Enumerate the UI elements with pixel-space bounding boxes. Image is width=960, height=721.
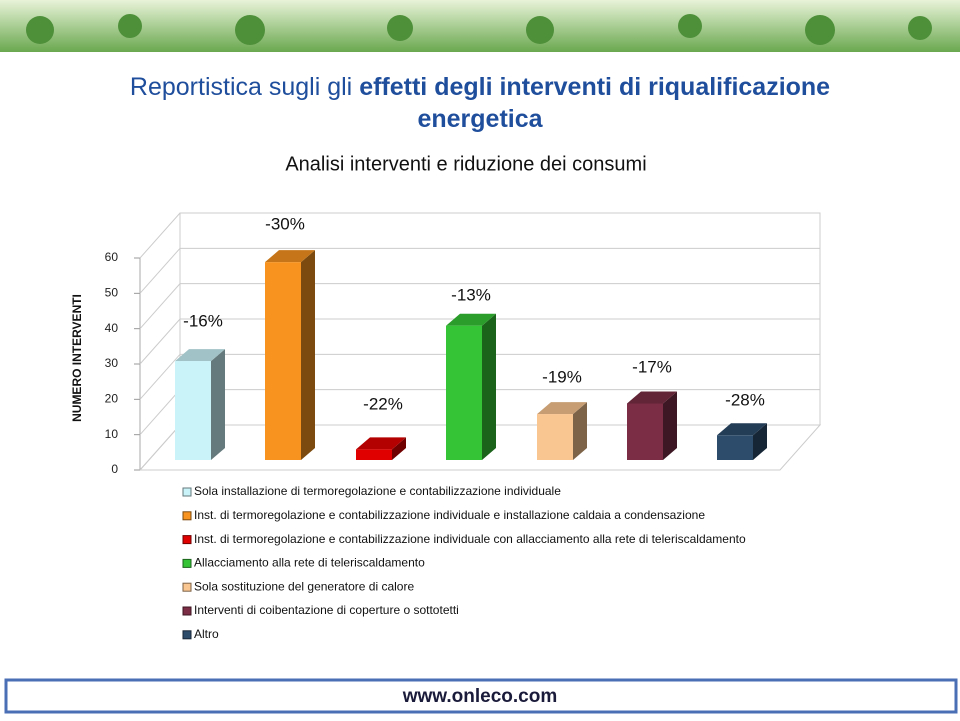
bar-top [356, 437, 406, 450]
slide-title: Reportistica sugli gli effetti degli int… [130, 73, 830, 133]
y-tick-label: 0 [111, 462, 118, 476]
grid-line [139, 247, 820, 294]
footer-bar [4, 678, 958, 714]
y-tick-label: 60 [105, 250, 119, 264]
reduction-label: -30% [265, 214, 305, 233]
legend-swatch [182, 535, 192, 545]
bar [717, 435, 753, 460]
legend-label: Inst. di termoregolazione e contabilizza… [194, 508, 705, 522]
bar [265, 262, 301, 460]
bar-side [663, 391, 677, 460]
reduction-label: -16% [183, 311, 223, 330]
title-bold: effetti degli interventi di riqualificaz… [359, 73, 830, 101]
reduction-label: -28% [725, 390, 765, 409]
legend-swatch [182, 582, 192, 592]
bar-side [301, 250, 315, 460]
legend-label: Inst. di termoregolazione e contabilizza… [194, 532, 746, 546]
y-tick-label: 10 [105, 427, 119, 441]
bar [537, 414, 573, 460]
bar-top [175, 349, 225, 362]
grid-line [139, 318, 820, 365]
legend-label: Altro [194, 627, 219, 641]
bar [356, 449, 392, 460]
y-tick-label: 30 [105, 356, 119, 370]
banner-trees [26, 14, 932, 45]
bar-top [717, 423, 767, 436]
footer-url: www.onleco.com [402, 686, 558, 707]
bar-side [753, 423, 767, 460]
y-tick-label: 20 [105, 392, 119, 406]
grid-line [139, 353, 820, 400]
grid-line [139, 212, 820, 259]
y-axis-label: NUMERO INTERVENTI [70, 294, 84, 422]
y-tick-label: 50 [105, 286, 119, 300]
bar [175, 361, 211, 460]
grid-line [139, 283, 820, 329]
bar [627, 403, 663, 460]
legend-swatch [182, 487, 192, 497]
legend-label: Allacciamento alla rete di teleriscaldam… [194, 556, 425, 570]
bar-top [627, 391, 677, 404]
banner [0, 0, 960, 52]
legend-swatch [182, 558, 192, 568]
y-tick-label: 40 [105, 321, 119, 335]
bar [446, 325, 482, 460]
reduction-label: -17% [632, 357, 672, 376]
title-normal: Reportistica sugli gli [130, 73, 352, 101]
legend-label: Sola sostituzione del generatore di calo… [194, 579, 414, 593]
bar-side [211, 349, 225, 460]
bar-top [265, 250, 315, 263]
legend-swatch [182, 511, 192, 521]
bar-side [573, 402, 587, 460]
bar-side [392, 437, 406, 460]
reduction-label: -19% [542, 367, 582, 386]
reduction-label: -13% [451, 285, 491, 304]
legend-swatch [182, 606, 192, 616]
legend-swatch [182, 630, 192, 640]
title-bold-line2: energetica [417, 105, 543, 133]
legend-label: Interventi di coibentazione di coperture… [194, 603, 459, 617]
bar-top [537, 402, 587, 415]
reduction-label: -22% [363, 394, 403, 413]
bar-side [482, 313, 496, 460]
legend-label: Sola installazione di termoregolazione e… [194, 484, 561, 498]
bar-top [446, 313, 496, 326]
chart-title: Analisi interventi e riduzione dei consu… [285, 153, 646, 175]
